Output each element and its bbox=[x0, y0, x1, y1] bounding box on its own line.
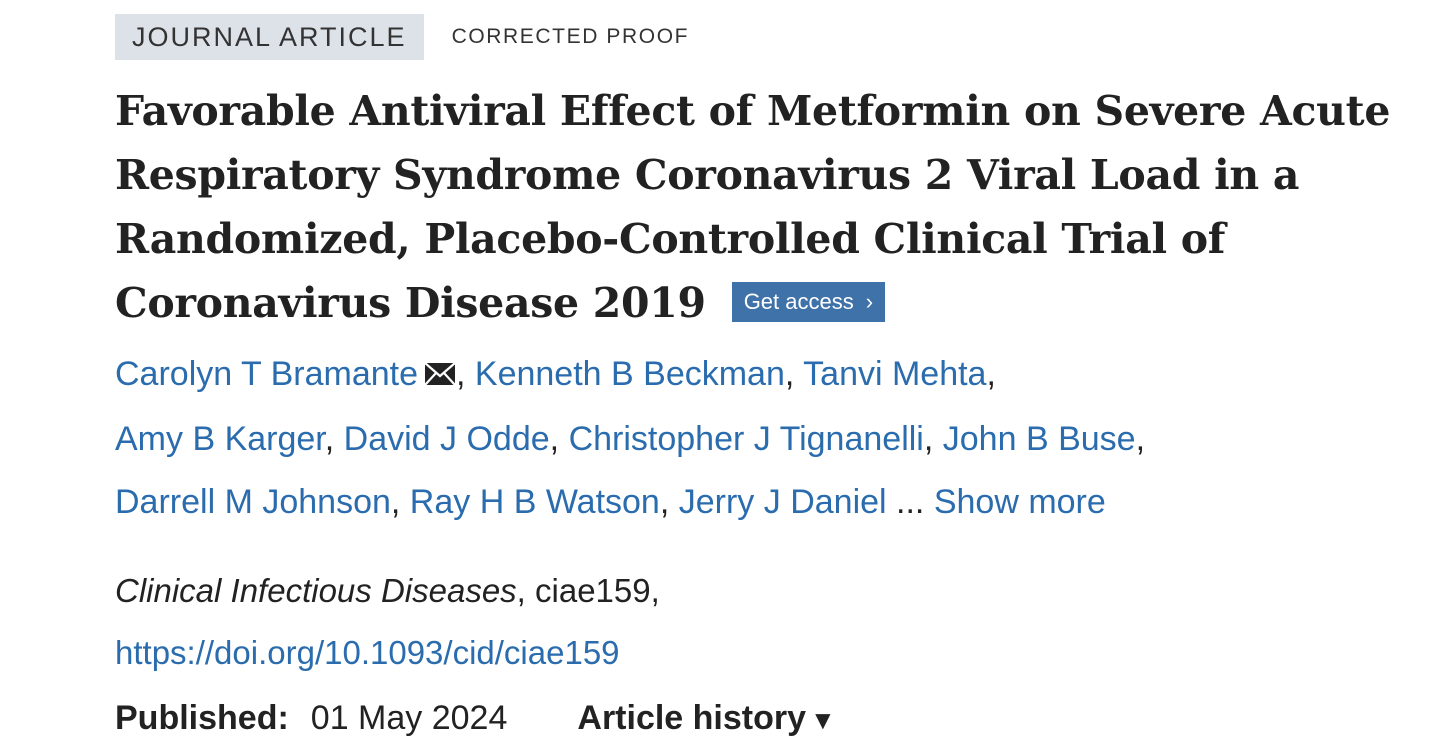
author-list: Carolyn T Bramante, Kenneth B Beckman, T… bbox=[115, 343, 1355, 534]
article-labels: JOURNAL ARTICLE CORRECTED PROOF bbox=[115, 14, 1405, 60]
author-link[interactable]: David J Odde bbox=[343, 420, 550, 458]
author-separator: , bbox=[390, 483, 410, 521]
author-link[interactable]: Tanvi Mehta bbox=[803, 355, 987, 393]
article-header: JOURNAL ARTICLE CORRECTED PROOF Favorabl… bbox=[115, 14, 1405, 752]
article-status-label: CORRECTED PROOF bbox=[451, 25, 690, 48]
article-id: , ciae159, bbox=[516, 572, 660, 609]
author-link[interactable]: John B Buse bbox=[942, 420, 1136, 458]
author-link[interactable]: Amy B Karger bbox=[115, 420, 325, 458]
author-separator: , bbox=[324, 420, 344, 458]
published-label: Published: bbox=[115, 699, 289, 737]
doi-link[interactable]: https://doi.org/10.1093/cid/ciae159 bbox=[115, 634, 620, 671]
author-link[interactable]: Kenneth B Beckman bbox=[474, 355, 785, 393]
citation: Clinical Infectious Diseases, ciae159, h… bbox=[115, 560, 1405, 684]
published-date: 01 May 2024 bbox=[310, 699, 508, 737]
triangle-down-icon: ▼ bbox=[810, 705, 836, 735]
citation-line: Clinical Infectious Diseases, ciae159, bbox=[115, 560, 1405, 622]
article-title: Favorable Antiviral Effect of Metformin … bbox=[115, 79, 1395, 335]
author-link[interactable]: Jerry J Daniel bbox=[678, 483, 887, 521]
author-link[interactable]: Christopher J Tignanelli bbox=[568, 420, 924, 458]
journal-name: Clinical Infectious Diseases bbox=[115, 572, 517, 609]
author-separator: , bbox=[659, 483, 679, 521]
get-access-button[interactable]: Get access › bbox=[731, 282, 886, 322]
envelope-icon[interactable] bbox=[424, 345, 456, 408]
author-link[interactable]: Ray H B Watson bbox=[409, 483, 660, 521]
show-more-link[interactable]: Show more bbox=[933, 483, 1106, 521]
author-separator: , bbox=[456, 355, 475, 393]
author-separator: , bbox=[1135, 420, 1146, 458]
article-title-text: Favorable Antiviral Effect of Metformin … bbox=[115, 87, 1391, 327]
author-link[interactable]: Carolyn T Bramante bbox=[115, 355, 418, 393]
article-type-label: JOURNAL ARTICLE bbox=[115, 14, 424, 60]
article-history-toggle[interactable]: Article history ▼ bbox=[577, 686, 835, 752]
author-separator: , bbox=[784, 355, 804, 393]
get-access-label: Get access bbox=[743, 289, 854, 314]
article-history-label: Article history bbox=[577, 699, 807, 737]
chevron-right-icon: › bbox=[865, 289, 874, 314]
author-separator: , bbox=[923, 420, 943, 458]
publication-row: Published: 01 May 2024 Article history ▼ bbox=[115, 686, 1405, 752]
author-separator: , bbox=[549, 420, 569, 458]
author-separator: , bbox=[986, 355, 996, 393]
authors-ellipsis: ... bbox=[886, 483, 934, 521]
author-link[interactable]: Darrell M Johnson bbox=[115, 483, 391, 521]
